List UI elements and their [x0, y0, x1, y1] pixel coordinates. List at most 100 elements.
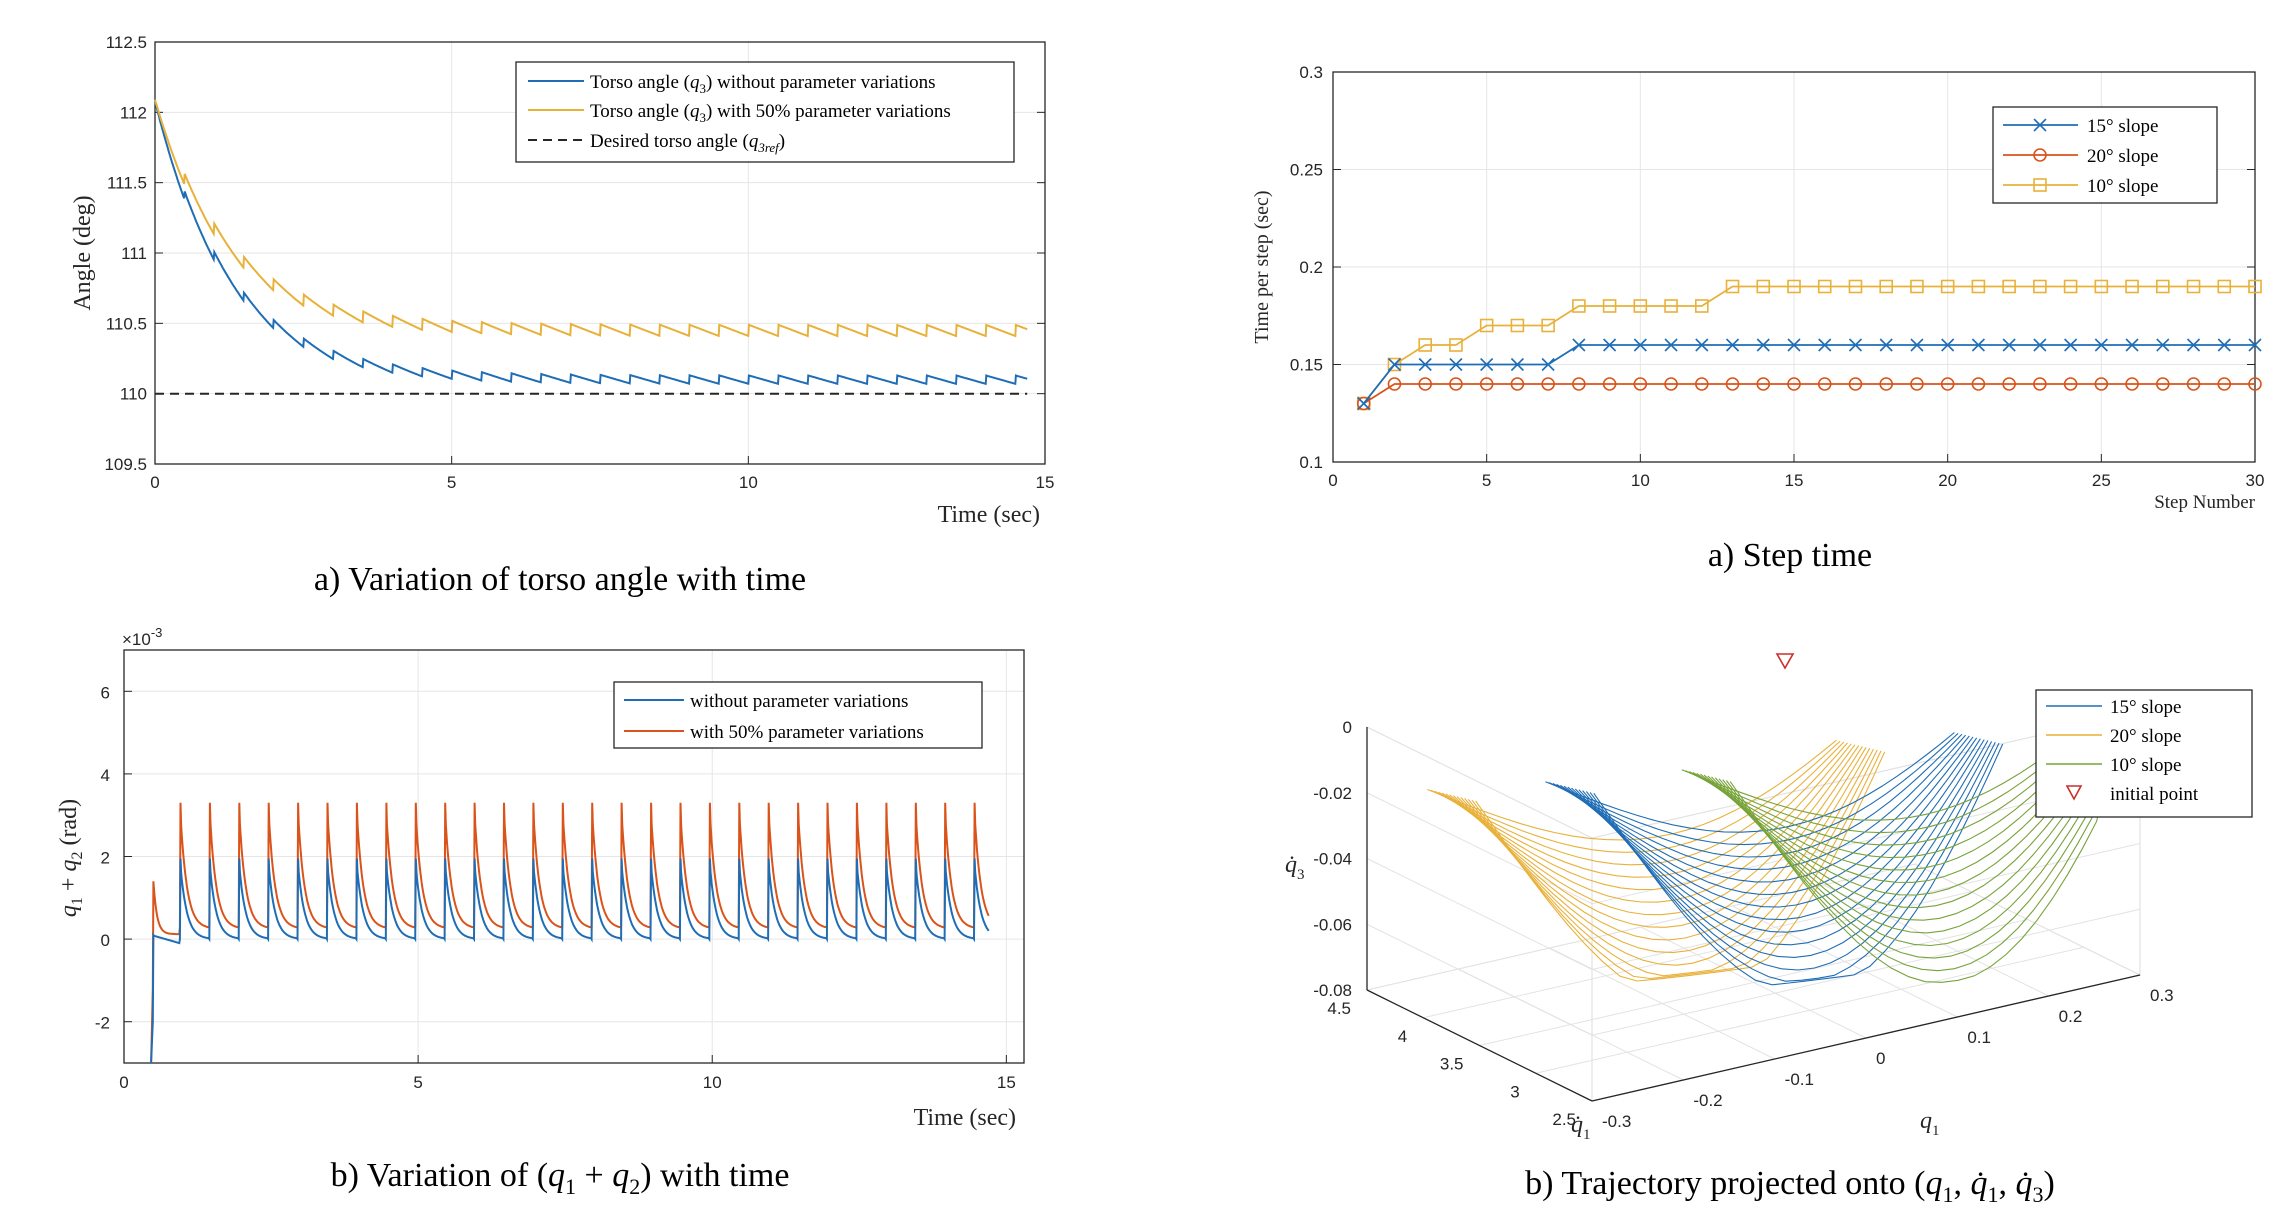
step-marker-2 [1695, 299, 1709, 313]
step-marker-0 [1541, 357, 1555, 372]
traj-z-tick-label: 0 [1343, 718, 1352, 737]
traj-curve-10 [1714, 735, 2095, 934]
step-legend-marker-1 [2033, 148, 2047, 162]
step-marker-0 [1971, 338, 1985, 352]
step-marker-1 [1787, 377, 1801, 391]
traj-curve-20 [1475, 751, 1886, 982]
traj-curve-10 [1722, 737, 2100, 959]
torso-y-tick-label: 110.5 [106, 314, 147, 333]
step-series-line-0 [1362, 344, 2255, 405]
sum-x-tick-label: 0 [119, 1073, 128, 1092]
step-plot-frame [1332, 71, 2256, 463]
step-marker-2 [1971, 279, 1986, 294]
traj-x-axis-label: q1 [1920, 1108, 1940, 1139]
step-marker-2 [1664, 299, 1678, 313]
step-marker-2 [1756, 279, 1771, 294]
step-marker-0 [2033, 338, 2047, 352]
step-marker-2 [1910, 279, 1924, 294]
step-marker-1 [1418, 377, 1432, 391]
step-marker-2 [2125, 279, 2139, 294]
traj-curve-20 [1430, 740, 1841, 853]
step-y-tick-label: 0.2 [1299, 258, 1323, 277]
step-marker-1 [1817, 377, 1832, 391]
step-x-tick-label: 0 [1328, 471, 1337, 490]
step-y-axis-label: Time per step (sec) [1251, 190, 1273, 343]
traj-y-tick-label: 3 [1510, 1082, 1519, 1101]
step-marker-2 [1879, 279, 1893, 294]
traj-y-gridline [1366, 863, 1916, 991]
step-marker-1 [2248, 377, 2262, 391]
step-marker-2 [1848, 279, 1863, 294]
step-marker-0 [1418, 357, 1432, 372]
torso-legend: Torso angle (q3) without parameter varia… [515, 61, 1015, 163]
traj-curve-10 [1681, 724, 2074, 821]
torso-series-line-1 [154, 99, 1028, 338]
step-marker-2 [1940, 279, 1955, 294]
traj-curve-15 [1589, 742, 2000, 982]
traj-z-tick-label: -0.08 [1313, 981, 1352, 1000]
torso-x-tick-label: 15 [1036, 473, 1055, 492]
sum-exponent-label: ×10-3 [122, 625, 162, 649]
traj-curve-10 [1703, 731, 2088, 896]
step-marker-2 [2094, 279, 2109, 294]
traj-curve-15 [1571, 738, 1981, 921]
step-marker-0 [2064, 338, 2078, 352]
step-marker-1 [1356, 396, 1371, 411]
traj-curve-15 [1567, 737, 1978, 908]
sum-tick-labels: 0 5 10 15 -2 0 2 4 6 [95, 683, 1016, 1092]
torso-y-tick-label: 111 [121, 244, 147, 263]
step-legend-20: 20° slope [2087, 146, 2158, 167]
chart-step-time: 0 5 10 15 20 25 30 0.1 0.15 0.2 0.25 0.3 Time per s… [1251, 63, 2264, 574]
step-legend-marker-0 [2033, 118, 2047, 132]
step-tick-labels: 0 5 10 15 20 25 30 0.1 0.15 0.2 0.25 0.3 [1290, 63, 2265, 490]
traj-z-axis-label: q̇3 [1285, 852, 1305, 883]
step-marker-0 [1879, 338, 1893, 352]
torso-x-tick-label: 10 [739, 473, 758, 492]
traj-z-gridline [1366, 777, 2141, 905]
step-marker-0 [1603, 338, 1617, 352]
chart-torso-angle: 0 5 10 15 109.5 110 110.5 111 111.5 112 112.5 Angl… [70, 33, 1054, 598]
traj-tick-labels: -0.08 -0.06 -0.04 -0.02 0 -0.3 -0.2 -0.1 0 0.1 0.2… [1313, 718, 2173, 1131]
traj-curve-20 [1460, 747, 1871, 954]
sum-x-tick-label: 5 [413, 1073, 422, 1092]
traj-x-tick-label: 0 [1876, 1049, 1885, 1068]
sum-series-line-0 [150, 858, 990, 1064]
step-marker-1 [1971, 377, 1986, 391]
sum-series [150, 802, 990, 1064]
step-marker-1 [1602, 377, 1617, 391]
step-marker-1 [1664, 377, 1678, 391]
traj-curve-20 [1438, 742, 1848, 878]
traj-y-axis [1366, 989, 1593, 1102]
step-y-tick-label: 0.25 [1290, 161, 1323, 180]
torso-x-tick-label: 0 [150, 473, 159, 492]
traj-x-tick-label: -0.3 [1602, 1112, 1631, 1131]
step-marker-2 [1787, 279, 1801, 294]
step-marker-2 [1510, 318, 1525, 333]
step-y-tick-label: 0.15 [1290, 356, 1323, 375]
traj-curve-15 [1552, 733, 1963, 858]
traj-y-tick-label: 3.5 [1440, 1055, 1464, 1074]
sum-y-tick-label: 4 [101, 766, 110, 785]
traj-curve-15 [1574, 739, 1985, 933]
step-marker-2 [2033, 279, 2047, 294]
sum-y-tick-label: 6 [101, 683, 110, 702]
step-legend-10: 10° slope [2087, 176, 2158, 197]
traj-curve-10 [1718, 736, 2098, 947]
step-marker-1 [2186, 377, 2201, 391]
torso-y-axis-label: Angle (deg) [70, 195, 96, 310]
sum-x-axis-label: Time (sec) [914, 1105, 1016, 1131]
traj-y-tick-label: 2.5 [1552, 1110, 1576, 1129]
step-marker-0 [2186, 338, 2201, 352]
traj-curve-20 [1456, 747, 1867, 941]
step-marker-0 [1756, 338, 1770, 352]
step-series-line-1 [1363, 383, 2255, 405]
traj-curve-20 [1464, 748, 1874, 966]
sum-gridlines [123, 650, 1024, 1063]
step-x-tick-label: 15 [1785, 471, 1804, 490]
step-x-tick-label: 5 [1482, 471, 1491, 490]
torso-plot-frame [154, 41, 1046, 465]
step-marker-0 [1357, 396, 1371, 411]
traj-curve-15 [1593, 743, 2004, 986]
step-marker-0 [2094, 338, 2108, 352]
